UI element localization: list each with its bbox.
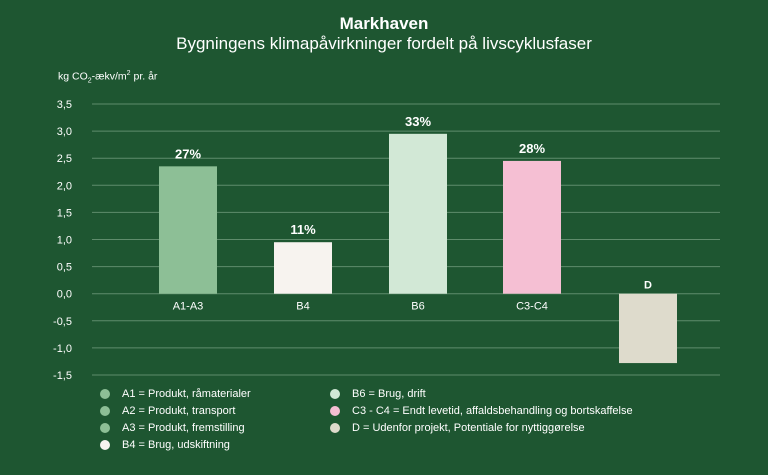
legend-dot-icon <box>100 389 110 399</box>
chart-title: Markhaven <box>339 14 429 33</box>
legend-item: D = Udenfor projekt, Potentiale for nytt… <box>330 422 585 434</box>
y-tick-label: 0,0 <box>57 289 72 301</box>
data-label: 28% <box>519 141 545 156</box>
legend-label: A3 = Produkt, fremstilling <box>122 422 245 434</box>
legend-dot-icon <box>100 423 110 433</box>
y-axis-label: kg CO2-ækv/m2 pr. år <box>58 70 157 85</box>
data-label: 33% <box>405 114 431 129</box>
y-tick-label: 2,5 <box>57 153 72 165</box>
legend: A1 = Produkt, råmaterialer A2 = Produkt, … <box>100 388 740 468</box>
x-tick-label: D <box>644 280 652 292</box>
y-tick-label: 3,5 <box>57 99 72 111</box>
y-axis-label-sup: 2 <box>126 70 131 77</box>
bar-b6 <box>389 133 447 294</box>
y-tick-label: -1,0 <box>53 343 72 355</box>
legend-dot-icon <box>100 406 110 416</box>
y-axis-label-suffix: pr. år <box>130 70 158 83</box>
legend-item: A2 = Produkt, transport <box>100 405 235 417</box>
bar-b4 <box>274 242 332 294</box>
data-label: 11% <box>290 222 316 237</box>
x-tick-label: A1-A3 <box>173 301 204 313</box>
y-tick-label: 1,0 <box>57 235 72 247</box>
data-label: 27% <box>175 146 201 161</box>
legend-label: A2 = Produkt, transport <box>122 405 236 417</box>
y-tick-label: 2,0 <box>57 180 72 192</box>
legend-item: B6 = Brug, drift <box>330 388 426 400</box>
y-tick-label: -1,5 <box>53 370 72 382</box>
y-tick-label: 0,5 <box>57 262 72 274</box>
legend-item: C3 - C4 = Endt levetid, affaldsbehandlin… <box>330 405 633 417</box>
y-axis-label-sub: 2 <box>87 77 92 85</box>
y-tick-label: 3,0 <box>57 126 72 138</box>
chart-subtitle: Bygningens klimapåvirkninger fordelt på … <box>176 34 592 53</box>
legend-label: B6 = Brug, drift <box>352 388 426 400</box>
bar-d <box>619 293 677 364</box>
legend-dot-icon <box>330 389 340 399</box>
y-axis-label-mid: -ækv/m <box>91 70 127 83</box>
y-tick-label: -0,5 <box>53 316 72 328</box>
legend-label: D = Udenfor projekt, Potentiale for nytt… <box>352 422 585 434</box>
bar-c3-c4 <box>503 160 561 294</box>
legend-label: B4 = Brug, udskiftning <box>122 439 230 451</box>
legend-label: A1 = Produkt, råmaterialer <box>122 388 251 400</box>
legend-item: B4 = Brug, udskiftning <box>100 439 230 451</box>
y-axis-label-prefix: kg CO <box>58 70 88 83</box>
legend-dot-icon <box>330 406 340 416</box>
x-tick-label: B4 <box>296 301 309 313</box>
legend-item: A3 = Produkt, fremstilling <box>100 422 245 434</box>
x-tick-label: B6 <box>411 301 424 313</box>
x-tick-label: C3-C4 <box>516 301 548 313</box>
y-tick-label: 1,5 <box>57 207 72 219</box>
legend-item: A1 = Produkt, råmaterialer <box>100 388 251 400</box>
legend-label: C3 - C4 = Endt levetid, affaldsbehandlin… <box>352 405 633 417</box>
legend-dot-icon <box>100 440 110 450</box>
bar-a1-a3 <box>159 166 217 294</box>
legend-dot-icon <box>330 423 340 433</box>
